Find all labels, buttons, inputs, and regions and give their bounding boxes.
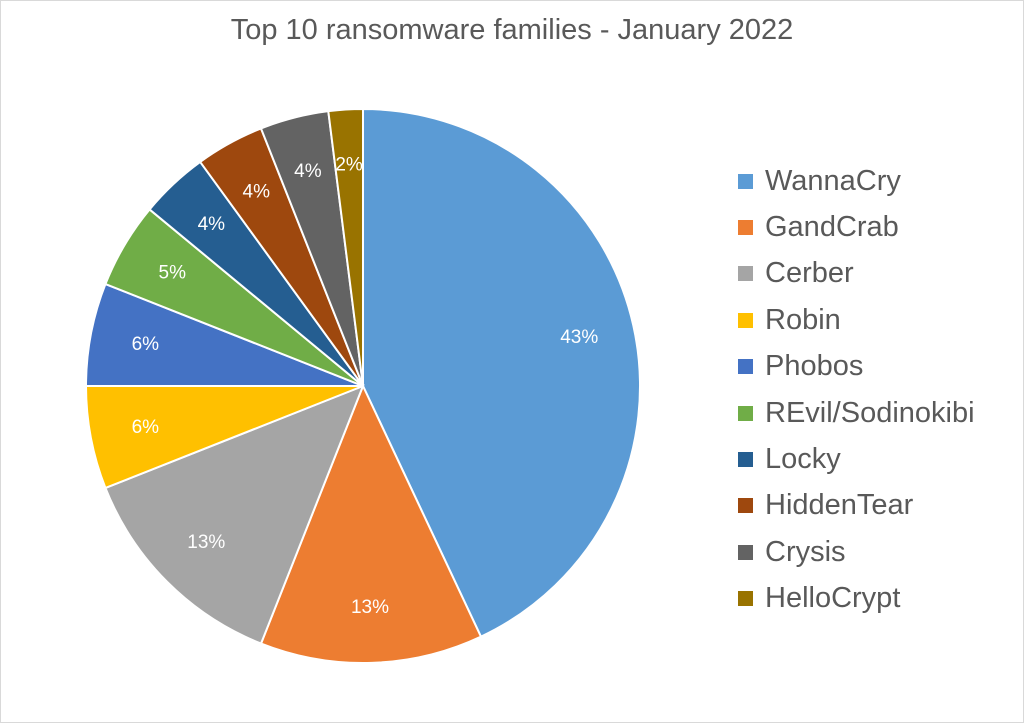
slice-label-locky: 4% (198, 214, 226, 235)
slice-label-cerber: 13% (187, 532, 225, 553)
legend-swatch (738, 405, 753, 421)
legend-item-hellocrypt: HelloCrypt (738, 576, 975, 622)
legend-item-locky: Locky (738, 436, 975, 482)
legend-swatch (738, 498, 753, 514)
legend-label: Robin (765, 303, 841, 336)
legend-item-cerber: Cerber (738, 251, 975, 297)
legend-label: REvil/Sodinokibi (765, 396, 975, 429)
legend-swatch (738, 359, 753, 375)
legend-item-wannacry: WannaCry (738, 158, 975, 204)
legend-label: HiddenTear (765, 489, 914, 522)
legend-swatch (738, 544, 753, 560)
legend-label: Locky (765, 443, 841, 476)
pie-slice-gandcrab (259, 383, 483, 664)
legend-label: Crysis (765, 535, 846, 568)
legend-label: Phobos (765, 350, 864, 383)
slice-label-revil-sodinokibi: 5% (159, 263, 187, 284)
legend-label: GandCrab (765, 211, 899, 244)
legend-swatch (738, 173, 753, 189)
legend-item-robin: Robin (738, 297, 975, 343)
legend-item-hiddentear: HiddenTear (738, 483, 975, 529)
pie-slice-wannacry (362, 107, 641, 638)
legend: WannaCry GandCrab Cerber Robin Phobos REvil/S… (738, 158, 975, 622)
pie-slice-hellocrypt (327, 107, 364, 387)
slice-label-wannacry: 43% (560, 327, 598, 348)
legend-swatch (738, 452, 753, 468)
legend-item-revil-sodinokibi: REvil/Sodinokibi (738, 390, 975, 436)
slice-label-gandcrab: 13% (351, 597, 389, 618)
legend-swatch (738, 312, 753, 328)
legend-label: HelloCrypt (765, 582, 901, 615)
pie-slice-cerber (104, 384, 365, 645)
legend-label: WannaCry (765, 164, 901, 197)
slice-label-crysis: 4% (294, 161, 322, 182)
legend-item-gandcrab: GandCrab (738, 204, 975, 250)
legend-swatch (738, 220, 753, 236)
legend-label: Cerber (765, 257, 854, 290)
slice-label-hellocrypt: 2% (335, 154, 363, 175)
legend-item-phobos: Phobos (738, 344, 975, 390)
legend-swatch (738, 266, 753, 282)
slice-label-phobos: 6% (132, 334, 160, 355)
slice-label-hiddentear: 4% (243, 181, 271, 202)
legend-item-crysis: Crysis (738, 529, 975, 575)
chart-title: Top 10 ransomware families - January 202… (230, 14, 794, 46)
legend-swatch (738, 591, 753, 607)
slice-label-robin: 6% (132, 417, 160, 438)
